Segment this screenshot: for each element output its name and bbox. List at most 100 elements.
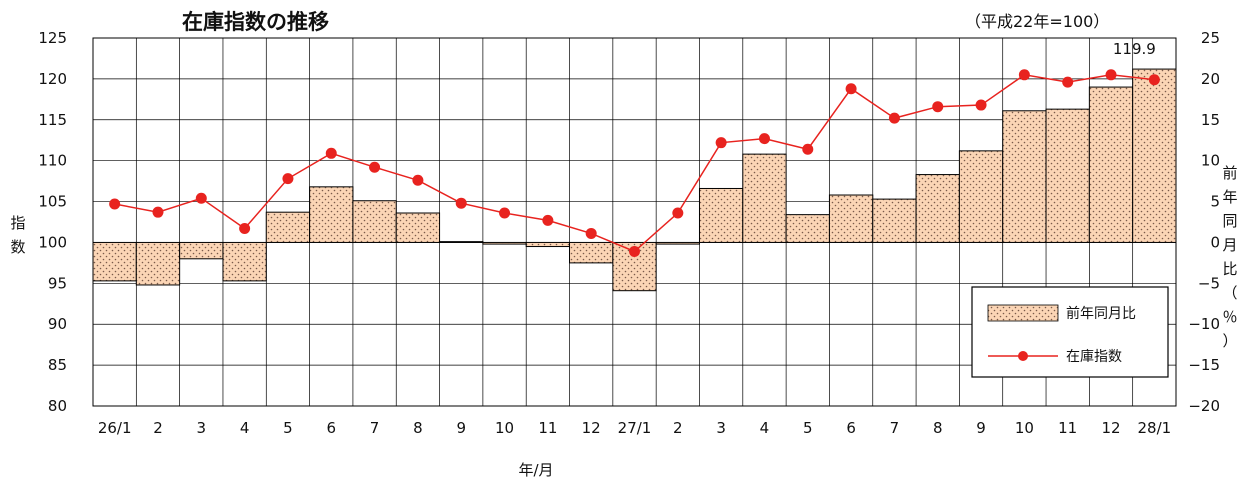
y-tick-label: 90 xyxy=(48,315,67,333)
x-tick-label: 12 xyxy=(1101,419,1120,437)
bar xyxy=(1088,86,1134,243)
y-tick-label: 100 xyxy=(38,233,67,251)
bar xyxy=(222,241,267,282)
bar xyxy=(915,174,960,243)
data-point xyxy=(282,173,294,185)
y-axis-left: 80 85 90 95 100 105 110 115 120 125 xyxy=(38,29,67,415)
data-point xyxy=(715,137,727,149)
y-tick-label: 110 xyxy=(38,152,67,170)
bar xyxy=(135,241,181,286)
x-tick-label: 11 xyxy=(538,419,557,437)
x-tick-label: 4 xyxy=(760,419,770,437)
x-tick-label: 10 xyxy=(495,419,514,437)
x-tick-label: 9 xyxy=(976,419,986,437)
x-tick-label: 4 xyxy=(240,419,250,437)
x-tick-label: 9 xyxy=(456,419,466,437)
legend: 前年同月比 在庫指数 xyxy=(971,286,1169,378)
y-axis-right: −20 −15 −10 −5 0 5 10 15 20 25 xyxy=(1188,29,1220,415)
y-tick-label: 105 xyxy=(38,193,67,211)
y2-tick-label: −15 xyxy=(1188,356,1220,374)
x-axis: 26/1 2 3 4 5 6 7 8 9 10 11 12 27/1 2 3 4 5 6 7 8 9 10 11 12 28/1 xyxy=(98,419,1171,437)
x-tick-label: 8 xyxy=(413,419,423,437)
bar xyxy=(698,187,744,243)
bar xyxy=(439,241,484,243)
x-tick-label: 6 xyxy=(326,419,336,437)
x-tick-label: 26/1 xyxy=(98,419,132,437)
chart-subtitle: （平成22年=100） xyxy=(965,12,1109,31)
yoy-bars xyxy=(92,68,1177,292)
x-tick-label: 3 xyxy=(197,419,207,437)
x-tick-label: 2 xyxy=(153,419,163,437)
data-point xyxy=(585,227,597,239)
annotation-label: 119.9 xyxy=(1113,40,1156,58)
y2-tick-label: 15 xyxy=(1201,111,1220,129)
legend-line-marker xyxy=(1018,351,1028,361)
y2-tick-label: −10 xyxy=(1188,315,1220,333)
data-point xyxy=(1018,69,1030,81)
x-tick-label: 28/1 xyxy=(1137,419,1171,437)
x-tick-label: 5 xyxy=(803,419,813,437)
data-point xyxy=(932,101,944,113)
x-axis-label: 年/月 xyxy=(518,461,553,479)
x-tick-label: 10 xyxy=(1015,419,1034,437)
x-tick-label: 7 xyxy=(370,419,380,437)
bar xyxy=(828,194,874,243)
bar xyxy=(958,150,1004,243)
y2-tick-label: −5 xyxy=(1198,274,1220,292)
data-point xyxy=(672,207,684,219)
x-tick-label: 12 xyxy=(582,419,601,437)
data-point xyxy=(758,133,770,145)
y2-tick-label: 20 xyxy=(1201,70,1220,88)
x-tick-label: 2 xyxy=(673,419,683,437)
data-point xyxy=(1062,76,1074,88)
legend-bar-label: 前年同月比 xyxy=(1066,305,1136,322)
data-point xyxy=(152,206,164,218)
y-axis-label: 指数 xyxy=(10,214,25,256)
y2-tick-label: 10 xyxy=(1201,152,1220,170)
data-point xyxy=(239,223,251,235)
y-tick-label: 80 xyxy=(48,397,67,415)
x-tick-label: 6 xyxy=(846,419,856,437)
index-line xyxy=(109,69,1160,257)
data-point xyxy=(888,112,900,124)
y2-tick-label: 0 xyxy=(1210,233,1220,251)
data-point xyxy=(1148,74,1160,86)
bar xyxy=(655,241,700,245)
data-point xyxy=(369,161,381,173)
bar xyxy=(92,241,137,282)
y2-tick-label: −20 xyxy=(1188,397,1220,415)
bar xyxy=(482,241,527,245)
x-tick-label: 3 xyxy=(716,419,726,437)
data-point xyxy=(1105,69,1117,81)
data-point xyxy=(109,198,121,210)
bar xyxy=(395,212,441,243)
bar xyxy=(785,214,830,243)
x-tick-label: 5 xyxy=(283,419,293,437)
bar xyxy=(309,186,354,243)
x-tick-label: 27/1 xyxy=(618,419,652,437)
bar xyxy=(742,153,787,243)
data-point xyxy=(195,192,207,204)
bar xyxy=(1045,108,1090,243)
y-tick-label: 115 xyxy=(38,111,67,129)
y-tick-label: 120 xyxy=(38,70,67,88)
data-point xyxy=(845,83,857,95)
data-point xyxy=(975,99,987,111)
bar xyxy=(525,241,571,248)
bar xyxy=(265,211,311,243)
x-tick-label: 7 xyxy=(890,419,900,437)
data-point xyxy=(629,245,640,257)
bar xyxy=(179,241,224,260)
legend-bar-swatch xyxy=(987,304,1059,322)
y2-tick-label: 5 xyxy=(1210,193,1220,211)
y2-tick-label: 25 xyxy=(1201,29,1220,47)
bar xyxy=(352,200,397,243)
chart-title: 在庫指数の推移 xyxy=(182,10,329,34)
y-tick-label: 85 xyxy=(48,356,67,374)
bar xyxy=(872,198,917,243)
data-point xyxy=(542,214,554,226)
bar xyxy=(1132,68,1177,243)
bar xyxy=(569,241,614,264)
legend-line-label: 在庫指数 xyxy=(1066,348,1122,365)
